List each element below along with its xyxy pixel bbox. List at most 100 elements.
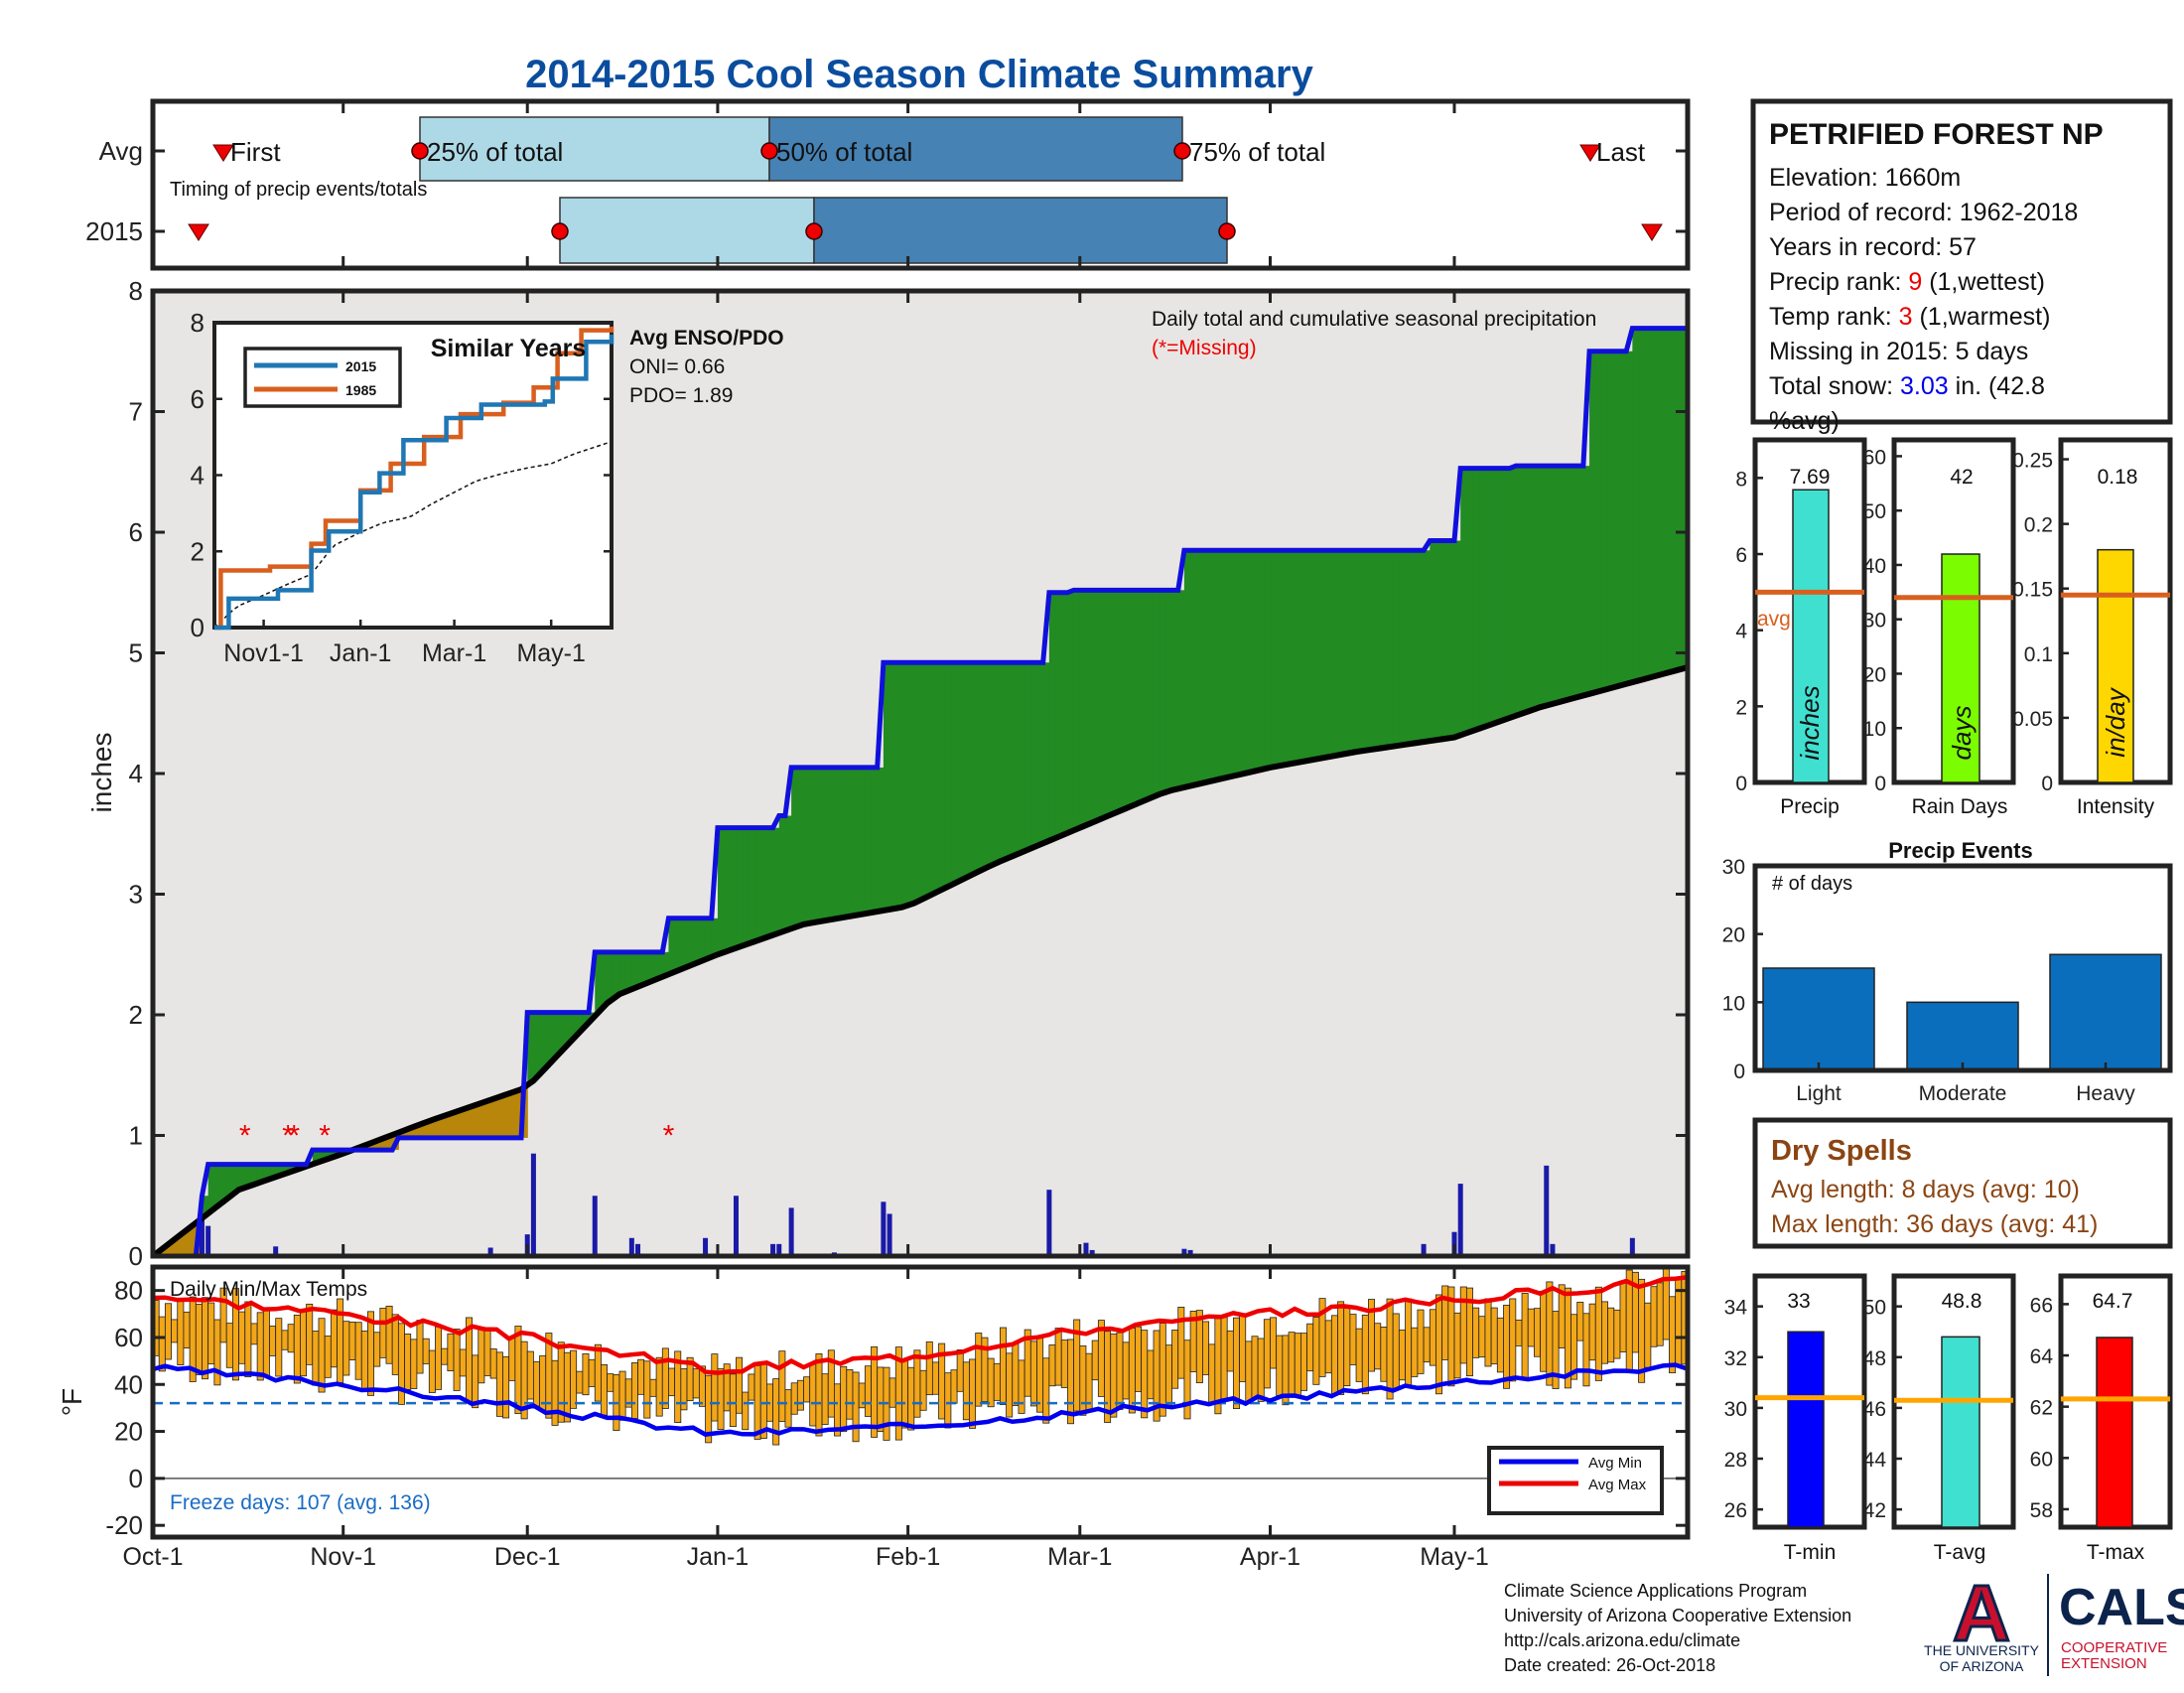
above-average-fill [1485,469,1492,726]
daily-temp-range-bar [644,1361,650,1418]
above-average-fill [681,918,688,968]
daily-temp-range-bar [1608,1308,1614,1362]
missing-day-marker: * [319,1120,331,1153]
inset-x-tick-label: Mar-1 [422,639,486,667]
tmin-stat-bar [1788,1332,1824,1527]
tmin-stat-y-tick-label: 34 [1724,1297,1748,1320]
daily-temp-range-bar [343,1322,349,1375]
daily-precip-bar [887,1213,892,1256]
daily-temp-range-bar [276,1319,282,1376]
daily-temp-range-bar [435,1327,441,1389]
daily-temp-range-bar [1387,1299,1393,1399]
daily-temp-range-bar [1645,1303,1651,1367]
daily-temp-range-bar [349,1322,355,1359]
below-average-fill [509,1092,516,1138]
inset-legend-2015: 2015 [345,358,376,374]
inset-y-tick-label: 4 [191,461,205,491]
above-average-fill [779,816,786,932]
above-average-fill [1516,466,1523,715]
coop-line2: EXTENSION [2061,1655,2147,1672]
below-average-fill [478,1103,485,1138]
daily-temp-range-bar [386,1306,392,1363]
daily-temp-range-bar [527,1351,533,1399]
p75-year-marker [1219,223,1235,239]
daily-temp-range-bar [251,1324,257,1344]
above-average-fill [1522,466,1529,712]
tmax-value: 64.7 [2093,1290,2133,1313]
above-average-fill [1325,550,1332,757]
above-average-fill [1375,550,1382,749]
daily-temp-range-bar [668,1368,674,1396]
university-logo: A THE UNIVERSITY OF ARIZONA CALS COOPERA… [1924,1569,2184,1676]
above-average-fill [865,768,872,914]
daily-temp-range-bar [282,1331,288,1349]
above-average-fill [693,918,700,963]
above-average-fill [1497,469,1504,722]
daily-temp-range-bar [1485,1299,1491,1366]
above-average-fill [822,768,829,920]
above-average-fill [1547,466,1554,704]
daily-temp-range-bar [1000,1328,1006,1405]
above-average-fill [724,828,731,951]
dry-spells-box: Dry Spells Avg length: 8 days (avg: 10) … [1755,1120,2170,1246]
above-average-fill [1049,593,1056,840]
daily-temp-range-bar [1086,1353,1092,1410]
above-average-fill [1399,550,1406,745]
above-average-fill [951,662,958,884]
dry-title: Dry Spells [1771,1135,1912,1167]
inset-y-tick-label: 8 [191,308,205,338]
tavg-stat-y-tick-label: 44 [1863,1449,1887,1472]
dry-max-length: Max length: 36 days (avg: 41) [1771,1210,2098,1238]
precip-rank: Precip rank: 9 (1,wettest) [1769,268,2045,296]
footer-credits: Climate Science Applications Program Uni… [1504,1581,1851,1675]
ua-name-line2: OF ARIZONA [1940,1658,2024,1674]
daily-temp-range-bar [914,1350,920,1417]
events-note: # of days [1772,873,1852,895]
above-average-fill [1534,466,1541,708]
station-period: Period of record: 1962-2018 [1769,199,2078,226]
daily-temp-range-bar [822,1374,828,1425]
temp-rank: Temp rank: 3 (1,warmest) [1769,303,2050,331]
daily-temp-range-bar [307,1304,313,1364]
inset-y-tick-label: 0 [191,613,205,642]
daily-precip-bar [734,1196,739,1256]
precip-event-bar [2050,954,2161,1070]
intensity-stat-y-tick-label: 0.15 [2012,579,2053,602]
above-average-fill [1448,541,1455,739]
above-average-fill [1626,352,1633,683]
intensity-stat-y-tick-label: 0.1 [2024,643,2053,666]
daily-temp-range-bar [184,1312,190,1347]
above-average-fill [1196,550,1203,783]
daily-temp-range-bar [502,1356,508,1418]
daily-temp-range-bar [1080,1345,1086,1415]
daily-temp-range-bar [1454,1313,1460,1378]
timing-p50-label: 50% of total [776,137,912,167]
below-average-fill [460,1109,467,1138]
daily-precip-bar [789,1207,794,1256]
above-average-fill [901,662,908,907]
above-average-fill [872,768,879,913]
main-y-tick-label: 5 [129,638,143,668]
above-average-fill [1043,662,1050,842]
daily-temp-range-bar [988,1358,994,1407]
daily-temp-range-bar [1019,1360,1024,1414]
daily-temp-range-bar [736,1357,742,1413]
daily-temp-range-bar [1435,1295,1441,1394]
above-average-fill [214,1165,221,1206]
daily-temp-range-bar [1344,1308,1350,1385]
above-average-fill [754,828,761,940]
above-average-fill [1454,541,1461,737]
daily-temp-range-bar [963,1362,969,1420]
daily-temp-range-bar [1013,1342,1019,1405]
daily-temp-range-bar [178,1299,184,1365]
daily-temp-range-bar [1240,1314,1246,1382]
daily-temp-range-bar [901,1359,907,1428]
above-average-fill [957,662,964,881]
daily-precip-bar [531,1154,536,1256]
daily-temp-range-bar [1479,1317,1485,1357]
above-average-fill [1601,352,1608,690]
above-average-fill [1460,469,1467,735]
daily-temp-range-bar [1313,1317,1319,1384]
